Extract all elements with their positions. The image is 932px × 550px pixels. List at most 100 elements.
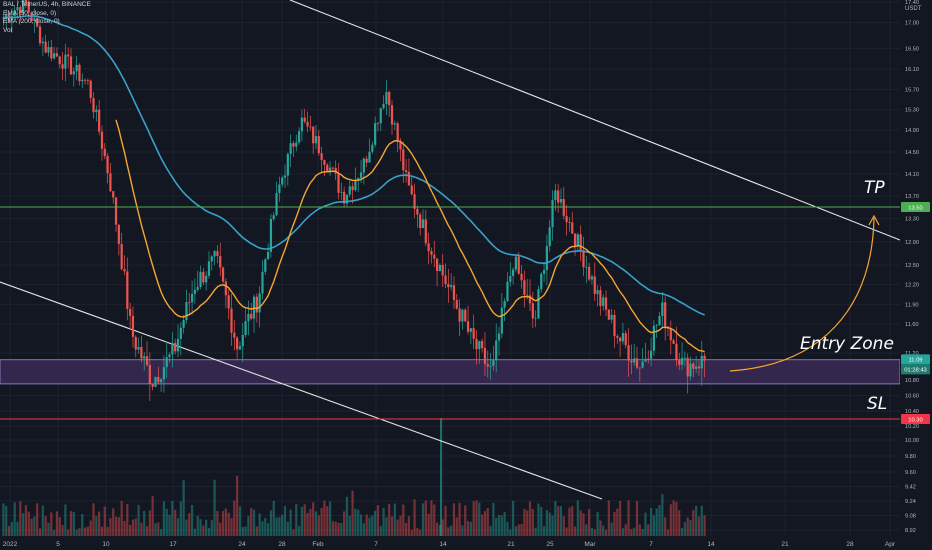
- candle-body: [376, 123, 380, 124]
- candle-body: [509, 275, 512, 282]
- candle-body: [210, 256, 213, 262]
- candle-body: [233, 332, 236, 338]
- volume-bar: [179, 501, 182, 536]
- volume-bar: [385, 517, 388, 536]
- candle-body: [365, 158, 368, 163]
- price-tick-label: 10.60: [905, 394, 919, 400]
- volume-bar: [103, 506, 106, 536]
- volume-bar: [61, 524, 64, 536]
- trendlines[interactable]: [0, 0, 901, 500]
- candle-body: [75, 64, 78, 72]
- candle-body: [483, 347, 487, 364]
- volume-bar: [16, 521, 19, 536]
- candle-body: [174, 342, 177, 352]
- volume-bar: [10, 521, 13, 536]
- candle-body: [573, 233, 577, 247]
- volume-bar: [238, 506, 242, 536]
- candle-body: [542, 269, 546, 274]
- volume-bar: [123, 520, 126, 536]
- tp-price-badge: [901, 202, 930, 212]
- candle-body: [534, 318, 537, 320]
- candle-body: [337, 173, 340, 193]
- volume-bar: [188, 513, 191, 536]
- volume-bar: [421, 503, 425, 536]
- candle-body: [450, 285, 453, 288]
- volume-bar: [267, 523, 270, 536]
- volume-bar: [78, 528, 81, 536]
- candle-body: [703, 355, 706, 361]
- candle-body: [41, 41, 44, 44]
- time-tick-label: 7: [374, 541, 378, 548]
- price-tick-label: 10.40: [905, 409, 919, 415]
- candle-body: [357, 178, 360, 181]
- candle-body: [151, 384, 154, 387]
- candle-body: [571, 222, 574, 234]
- volume-bar: [314, 511, 318, 536]
- volume-bar: [517, 524, 520, 536]
- candle-body: [83, 79, 87, 81]
- volume-bar: [495, 517, 498, 536]
- candle-body: [489, 366, 492, 367]
- volume-bar: [69, 511, 73, 536]
- ema200-legend[interactable]: EMA (200, close, 0): [3, 18, 60, 25]
- price-tick-label: 15.70: [905, 87, 919, 93]
- candle-body: [38, 26, 42, 44]
- price-tick-label: 13.70: [905, 194, 919, 200]
- volume-bar: [162, 501, 166, 536]
- time-scale[interactable]: [0, 536, 932, 550]
- candle-body: [621, 333, 625, 342]
- candle-body: [599, 290, 602, 307]
- volume-bar: [441, 519, 444, 536]
- volume-bar: [36, 503, 39, 536]
- volume-bar: [258, 513, 261, 536]
- candle-body: [641, 361, 644, 368]
- candle-body: [50, 47, 53, 59]
- volume-bar: [464, 505, 467, 536]
- candle-body: [388, 91, 391, 106]
- entry-zone-box: [0, 359, 901, 385]
- volume-bar: [182, 480, 185, 536]
- volume-bar: [261, 521, 264, 536]
- volume-bar: [157, 522, 160, 536]
- time-tick-label: Apr: [885, 541, 896, 548]
- time-tick-label: 28: [278, 541, 286, 548]
- volume-bar: [613, 511, 616, 536]
- candle-body: [655, 325, 658, 327]
- tp-price-badge-text: 13.50: [908, 205, 923, 211]
- price-scale[interactable]: [900, 0, 932, 550]
- candle-body: [67, 54, 70, 57]
- candle-body: [171, 342, 174, 355]
- candle-body: [540, 273, 543, 290]
- volume-bar: [112, 508, 115, 536]
- volume-legend[interactable]: Vol: [3, 26, 13, 34]
- volume-bar: [44, 516, 47, 536]
- candle-body: [221, 267, 225, 282]
- volume-bar: [50, 512, 53, 536]
- price-tick-label: 9.60: [905, 470, 916, 476]
- volume-bar: [658, 504, 661, 536]
- volume-bar: [413, 499, 416, 536]
- volume-bar: [562, 516, 565, 536]
- volume-bar: [692, 510, 695, 536]
- price-tick-label: 14.10: [905, 172, 919, 178]
- projection-arrow[interactable]: [729, 217, 875, 372]
- candle-body: [478, 341, 481, 350]
- candle-body: [557, 190, 560, 203]
- candle-body: [647, 358, 650, 360]
- volume-bar: [81, 514, 84, 536]
- candle-body: [213, 251, 216, 257]
- symbol-legend[interactable]: BAL / TetherUS, 4h, BINANCE: [3, 1, 91, 8]
- time-tick-label: 14: [707, 541, 715, 548]
- candle-body: [537, 289, 540, 319]
- candle-body: [523, 280, 526, 295]
- volume-bar: [272, 500, 275, 536]
- volume-bar: [219, 522, 222, 536]
- candle-body: [616, 336, 619, 338]
- volume-bar: [224, 508, 227, 536]
- candle-body: [644, 358, 647, 362]
- ema50-legend[interactable]: EMA (50, close, 0): [3, 9, 57, 17]
- candle-body: [244, 321, 247, 335]
- volume-bar: [478, 502, 481, 536]
- candle-body: [230, 308, 233, 333]
